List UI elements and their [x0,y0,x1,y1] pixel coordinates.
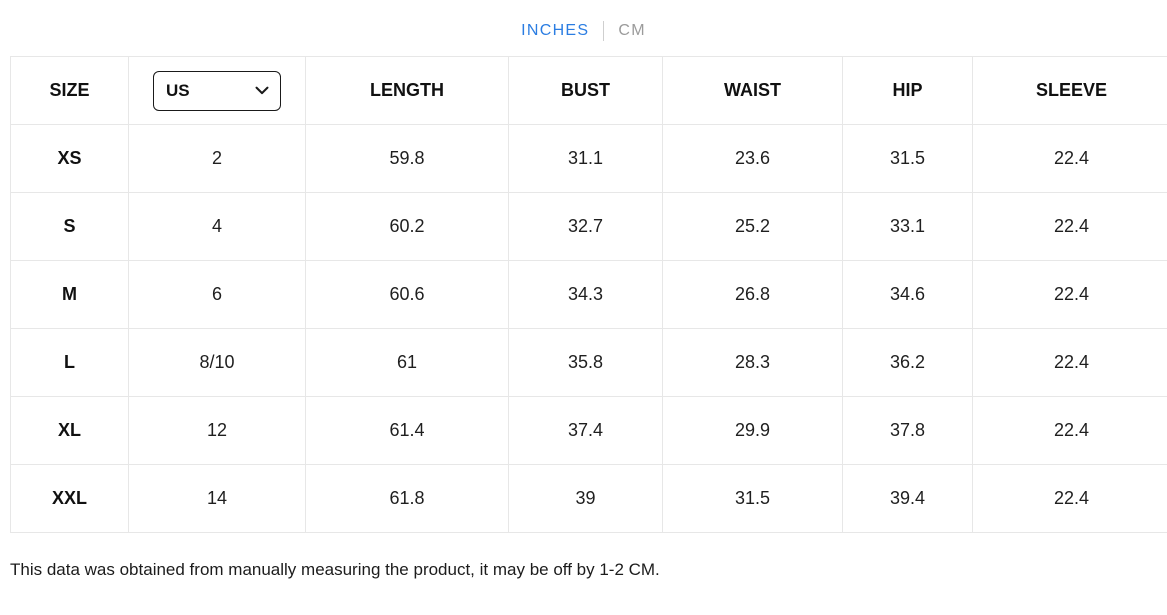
measurement-disclaimer: This data was obtained from manually mea… [10,560,660,579]
measurement-cell: 31.1 [508,124,663,193]
table-row: M 6 60.6 34.3 26.8 34.6 22.4 [10,260,1167,329]
size-label: S [10,192,129,261]
measurement-cell: 22.4 [972,328,1167,397]
measurement-cell: 22.4 [972,396,1167,465]
column-header-sleeve: SLEEVE [972,56,1167,125]
table-row: XXL 14 61.8 39 31.5 39.4 22.4 [10,464,1167,533]
measurement-cell: 61 [305,328,509,397]
measurement-cell: 39.4 [842,464,973,533]
column-header-length: LENGTH [305,56,509,125]
measurement-cell: 28.3 [662,328,843,397]
size-table-body: XS 2 59.8 31.1 23.6 31.5 22.4 S 4 60.2 32.7 25.2 33.… [10,124,1167,533]
measurement-cell: 35.8 [508,328,663,397]
size-label: L [10,328,129,397]
column-header-bust: BUST [508,56,663,125]
unit-divider [603,21,605,41]
measurement-cell: 26.8 [662,260,843,329]
unit-tab-inches[interactable]: INCHES [521,22,590,39]
header-row: SIZE US LENGTH BUST WAI [10,56,1167,125]
measurement-cell: 23.6 [662,124,843,193]
measurement-cell: 31.5 [662,464,843,533]
size-label: XS [10,124,129,193]
measurement-cell: 2 [128,124,306,193]
measurement-cell: 32.7 [508,192,663,261]
measurement-cell: 31.5 [842,124,973,193]
table-row: L 8/10 61 35.8 28.3 36.2 22.4 [10,328,1167,397]
measurement-cell: 37.4 [508,396,663,465]
measurement-cell: 14 [128,464,306,533]
size-standard-select-wrapper: US [153,70,281,111]
column-header-size: SIZE [10,56,129,125]
measurement-cell: 25.2 [662,192,843,261]
table-row: S 4 60.2 32.7 25.2 33.1 22.4 [10,192,1167,261]
measurement-cell: 60.2 [305,192,509,261]
measurement-cell: 33.1 [842,192,973,261]
size-label: XL [10,396,129,465]
measurement-cell: 22.4 [972,260,1167,329]
unit-toggle: INCHES CM [0,0,1167,56]
measurement-cell: 37.8 [842,396,973,465]
size-label: M [10,260,129,329]
measurement-cell: 22.4 [972,464,1167,533]
table-row: XS 2 59.8 31.1 23.6 31.5 22.4 [10,124,1167,193]
table-row: XL 12 61.4 37.4 29.9 37.8 22.4 [10,396,1167,465]
measurement-cell: 60.6 [305,260,509,329]
measurement-cell: 8/10 [128,328,306,397]
measurement-cell: 12 [128,396,306,465]
column-header-standard: US [128,56,306,125]
column-header-waist: WAIST [662,56,843,125]
measurement-cell: 39 [508,464,663,533]
measurement-cell: 4 [128,192,306,261]
measurement-cell: 61.4 [305,396,509,465]
measurement-cell: 36.2 [842,328,973,397]
size-label: XXL [10,464,129,533]
measurement-cell: 34.3 [508,260,663,329]
measurement-cell: 61.8 [305,464,509,533]
measurement-cell: 59.8 [305,124,509,193]
unit-tab-cm[interactable]: CM [618,22,646,39]
column-header-hip: HIP [842,56,973,125]
size-chart-table: SIZE US LENGTH BUST WAI [10,56,1167,533]
measurement-cell: 29.9 [662,396,843,465]
measurement-cell: 6 [128,260,306,329]
size-standard-dropdown[interactable]: US [153,70,281,111]
measurement-cell: 22.4 [972,124,1167,193]
measurement-cell: 34.6 [842,260,973,329]
size-chart-container: SIZE US LENGTH BUST WAI [10,56,1167,533]
measurement-cell: 22.4 [972,192,1167,261]
